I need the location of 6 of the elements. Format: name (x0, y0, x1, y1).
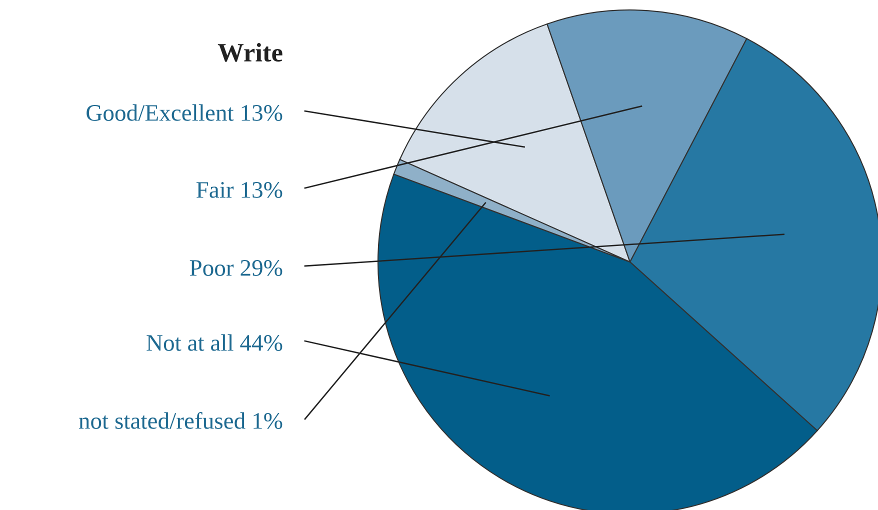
slice-label: Poor 29% (190, 260, 282, 276)
slice-label: Not at all 44% (146, 334, 282, 351)
slice-label: Good/Excellent 13% (86, 104, 282, 121)
slice-label: not stated/refused 1% (78, 412, 282, 429)
slice-label: Fair 13% (196, 182, 282, 198)
text: Write (218, 43, 282, 62)
